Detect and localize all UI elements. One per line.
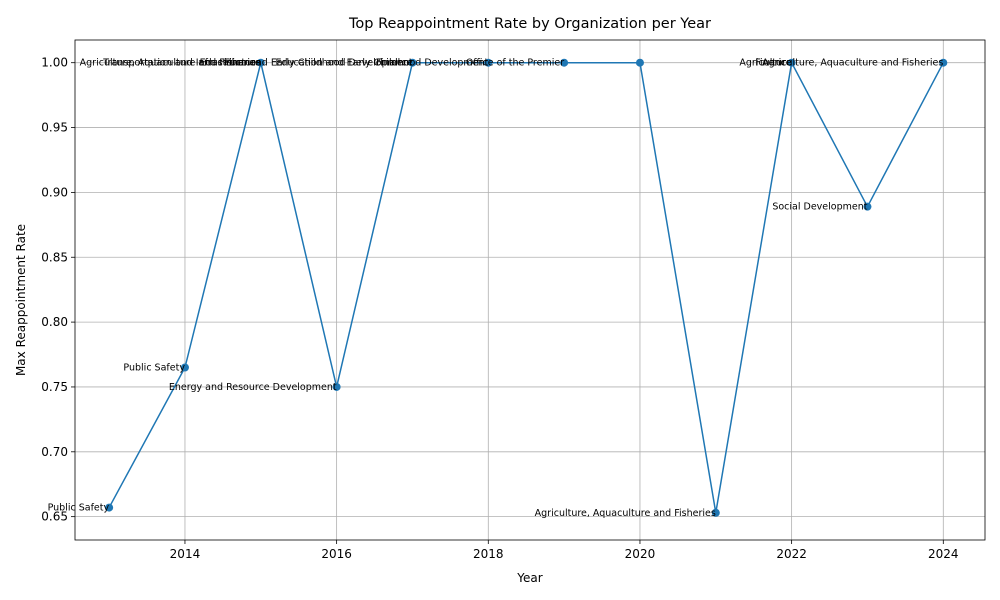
y-tick-label: 0.80 [41, 315, 68, 329]
point-label: Agriculture [739, 58, 791, 69]
point-label: Energy and Resource Development [169, 382, 337, 393]
y-tick-label: 0.65 [41, 510, 68, 524]
point-label: Education and Early Childhood Developmen… [200, 58, 413, 69]
grid [75, 40, 985, 540]
point-labels: Public Safety Public Safety Agriculture, A… [48, 58, 944, 519]
axes: 2014 2016 2018 2020 2022 2024 0.65 0.70 0.75 0.80… [41, 39, 986, 561]
data-point [180, 363, 189, 372]
point-label: Agriculture, Aquaculture and Fisheries [80, 58, 261, 69]
point-label: Education and Early Childhood Developmen… [275, 58, 488, 69]
point-label: Office of the Premier [466, 58, 564, 69]
point-label: Agriculture, Aquaculture and Fisheries [535, 508, 716, 519]
point-label: Public Safety [48, 503, 110, 514]
point-label: Social Development [772, 202, 867, 213]
data-point [787, 58, 796, 67]
x-tick-label: 2018 [473, 547, 504, 561]
data-point [939, 58, 948, 67]
y-tick-label: 0.90 [41, 185, 68, 199]
y-tick-label: 0.95 [41, 121, 68, 135]
point-label: Finance [755, 58, 791, 69]
data-point [635, 58, 644, 67]
x-tick-label: 2014 [170, 547, 201, 561]
point-label: Transportation and Infrastructure [102, 58, 261, 69]
point-label: Agriculture, Aquaculture and Fisheries [762, 58, 943, 69]
y-tick-label: 0.75 [41, 380, 68, 394]
y-tick-label: 0.70 [41, 445, 68, 459]
data-point [332, 382, 341, 391]
data-point [711, 508, 720, 517]
x-axis-label: Year [516, 571, 542, 585]
x-tick-label: 2024 [928, 547, 959, 561]
data-point [408, 58, 417, 67]
point-label: Finance [224, 58, 260, 69]
y-axis-label: Max Reappointment Rate [14, 224, 28, 376]
x-tick-label: 2020 [625, 547, 656, 561]
series-line [108, 60, 944, 513]
x-tick-label: 2016 [321, 547, 352, 561]
data-point [560, 58, 569, 67]
series-line-layer [108, 60, 944, 513]
data-points [105, 58, 948, 517]
y-tick-label: 1.00 [41, 56, 68, 70]
data-point [105, 503, 114, 512]
data-point [863, 202, 872, 211]
data-point [256, 58, 265, 67]
y-tick-label: 0.85 [41, 250, 68, 264]
point-label: Public Safety [123, 362, 185, 373]
chart-title: Top Reappointment Rate by Organization p… [348, 16, 711, 32]
x-tick-label: 2022 [776, 547, 807, 561]
data-point [484, 58, 493, 67]
plot-frame [74, 39, 986, 541]
point-label: Finance [376, 58, 412, 69]
